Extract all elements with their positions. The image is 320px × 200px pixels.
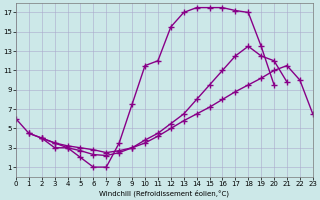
X-axis label: Windchill (Refroidissement éolien,°C): Windchill (Refroidissement éolien,°C) — [100, 190, 229, 197]
